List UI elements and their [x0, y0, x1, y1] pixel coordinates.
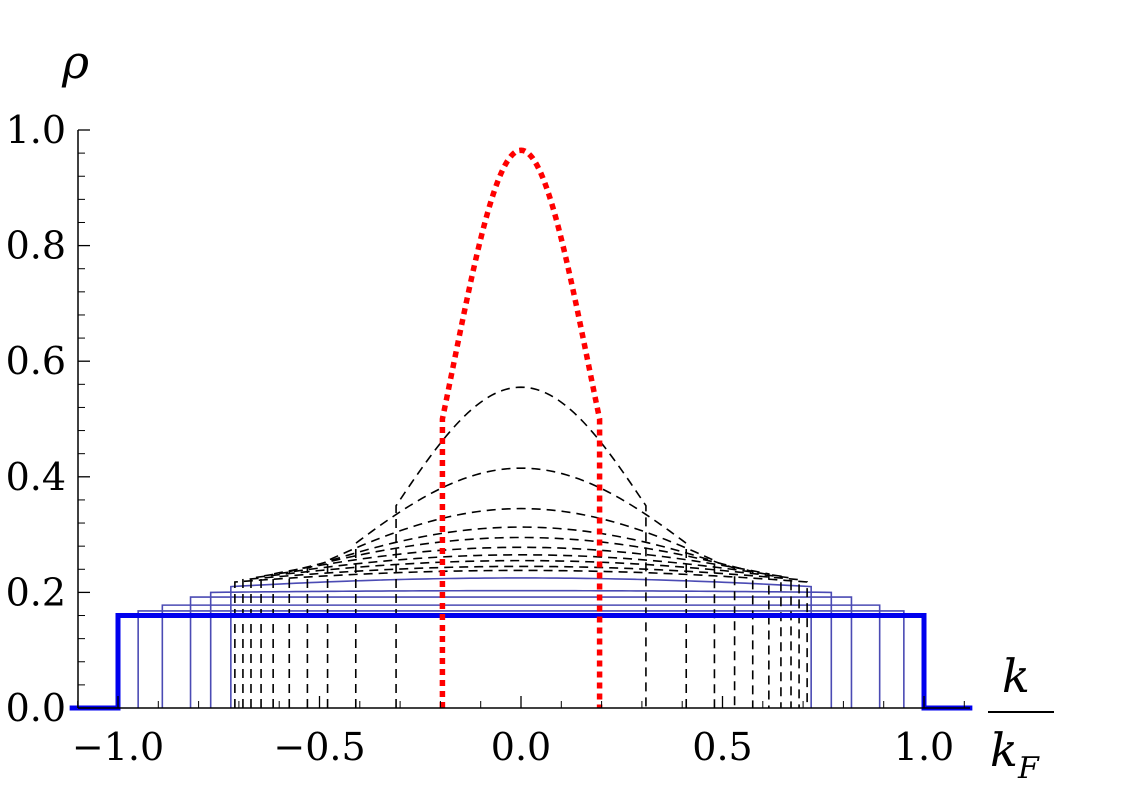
- y-tick-label: 0.8: [6, 224, 66, 268]
- x-tick-label: −0.5: [273, 725, 365, 769]
- x-tick-label: 1.0: [894, 725, 954, 769]
- y-tick-label: 0.0: [6, 686, 66, 730]
- series-line-dotted: [439, 147, 603, 708]
- y-tick-label: 0.6: [6, 339, 66, 383]
- x-axis-label-denominator-subscript: F: [1017, 751, 1040, 786]
- series-line-dashed: [306, 526, 736, 708]
- y-axis-label: ρ: [61, 35, 89, 89]
- chart-series-group: [69, 147, 973, 711]
- x-axis-label-denominator: k: [990, 723, 1018, 777]
- series-line-thin: [137, 610, 905, 708]
- series-line-dashed: [242, 565, 800, 708]
- series-line-thin: [189, 596, 853, 708]
- x-axis: −1.0 −0.5 0.0 0.5 1.0: [72, 696, 970, 769]
- x-tick-label: 0.0: [491, 725, 551, 769]
- series-line-dashed: [326, 507, 716, 708]
- series-line-thin: [209, 589, 833, 708]
- x-tick-label: −1.0: [72, 725, 164, 769]
- x-tick-label: 0.5: [692, 725, 752, 769]
- series-line-dashed: [272, 546, 770, 708]
- series-line-dashed: [260, 554, 782, 708]
- series-line-dashed: [288, 536, 754, 708]
- series-line-thin: [230, 577, 812, 708]
- y-tick-label: 0.4: [6, 455, 66, 499]
- y-tick-label: 1.0: [6, 108, 66, 152]
- y-tick-label: 0.2: [6, 570, 66, 614]
- x-ticks: −1.0 −0.5 0.0 0.5 1.0: [72, 696, 965, 769]
- series-line-thin: [161, 604, 881, 708]
- x-axis-label: k k F: [988, 649, 1054, 786]
- y-ticks: 0.0 0.2 0.4 0.6 0.8 1.0: [6, 108, 90, 730]
- series-line-dashed: [395, 386, 647, 708]
- series-line-dashed: [354, 467, 688, 708]
- series-line-thick: [69, 613, 973, 711]
- series-line-dashed: [234, 569, 808, 708]
- x-axis-label-numerator: k: [1002, 649, 1030, 703]
- y-axis: 0.0 0.2 0.4 0.6 0.8 1.0: [6, 108, 90, 730]
- series-line-dashed: [250, 559, 792, 708]
